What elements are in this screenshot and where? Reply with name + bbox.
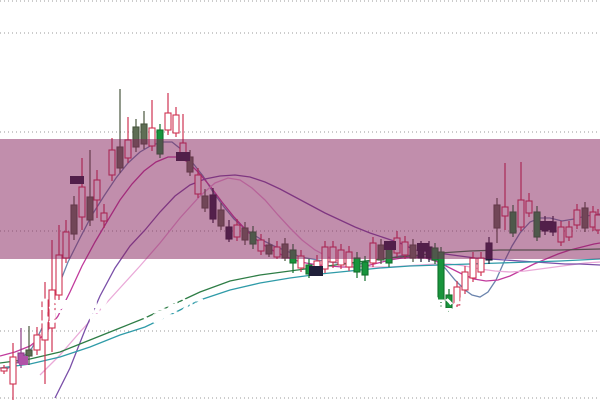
banner-subtitle: ，助您投资无忧	[208, 338, 391, 368]
banner-title: 配资操纵大案视频 配资公司大全：精选优质平台	[22, 297, 576, 327]
promo-banner: 配资操纵大案视频 配资公司大全：精选优质平台 ，助您投资无忧	[0, 139, 600, 368]
ma-teal	[0, 258, 600, 369]
